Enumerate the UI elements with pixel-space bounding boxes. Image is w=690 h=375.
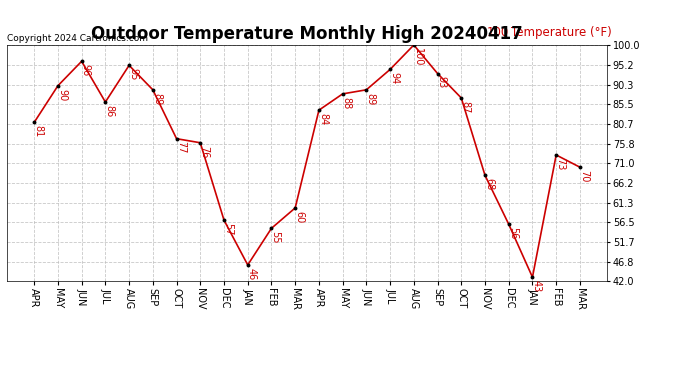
Point bbox=[290, 205, 301, 211]
Point bbox=[219, 217, 230, 223]
Text: 55: 55 bbox=[270, 231, 281, 244]
Point bbox=[408, 42, 420, 48]
Title: Outdoor Temperature Monthly High 20240417: Outdoor Temperature Monthly High 2024041… bbox=[91, 26, 523, 44]
Point bbox=[266, 225, 277, 231]
Text: 81: 81 bbox=[33, 125, 43, 137]
Text: 68: 68 bbox=[484, 178, 494, 190]
Text: Copyright 2024 Cartronics.com: Copyright 2024 Cartronics.com bbox=[7, 34, 148, 43]
Text: 86: 86 bbox=[104, 105, 115, 117]
Point bbox=[551, 152, 562, 158]
Text: 95: 95 bbox=[128, 68, 138, 81]
Point bbox=[242, 262, 253, 268]
Point bbox=[503, 221, 514, 227]
Point bbox=[147, 87, 158, 93]
Text: 87: 87 bbox=[460, 101, 471, 113]
Text: 90: 90 bbox=[57, 88, 67, 101]
Text: Temperature (°F): Temperature (°F) bbox=[511, 26, 612, 39]
Text: 88: 88 bbox=[342, 97, 352, 109]
Point bbox=[574, 164, 585, 170]
Text: 43: 43 bbox=[531, 280, 542, 292]
Point bbox=[384, 66, 395, 72]
Point bbox=[100, 99, 111, 105]
Point bbox=[171, 136, 182, 142]
Point bbox=[480, 172, 491, 178]
Text: 73: 73 bbox=[555, 158, 565, 170]
Text: 93: 93 bbox=[437, 76, 446, 88]
Text: 57: 57 bbox=[223, 223, 233, 236]
Point bbox=[361, 87, 372, 93]
Text: 84: 84 bbox=[318, 113, 328, 125]
Text: 60: 60 bbox=[295, 211, 304, 223]
Text: 46: 46 bbox=[247, 268, 257, 280]
Point bbox=[456, 95, 467, 101]
Point bbox=[527, 274, 538, 280]
Point bbox=[195, 140, 206, 146]
Point bbox=[52, 83, 63, 89]
Text: 100: 100 bbox=[413, 48, 423, 66]
Point bbox=[313, 107, 324, 113]
Text: 89: 89 bbox=[366, 93, 375, 105]
Text: 77: 77 bbox=[176, 141, 186, 154]
Point bbox=[76, 58, 87, 64]
Text: 70: 70 bbox=[579, 170, 589, 182]
Point bbox=[29, 119, 40, 125]
Point bbox=[432, 70, 443, 76]
Text: 100: 100 bbox=[487, 26, 509, 39]
Point bbox=[124, 62, 135, 68]
Text: 76: 76 bbox=[199, 146, 210, 158]
Text: 94: 94 bbox=[389, 72, 400, 84]
Text: 96: 96 bbox=[81, 64, 91, 76]
Text: 56: 56 bbox=[508, 227, 518, 239]
Text: 89: 89 bbox=[152, 93, 162, 105]
Point bbox=[337, 91, 348, 97]
